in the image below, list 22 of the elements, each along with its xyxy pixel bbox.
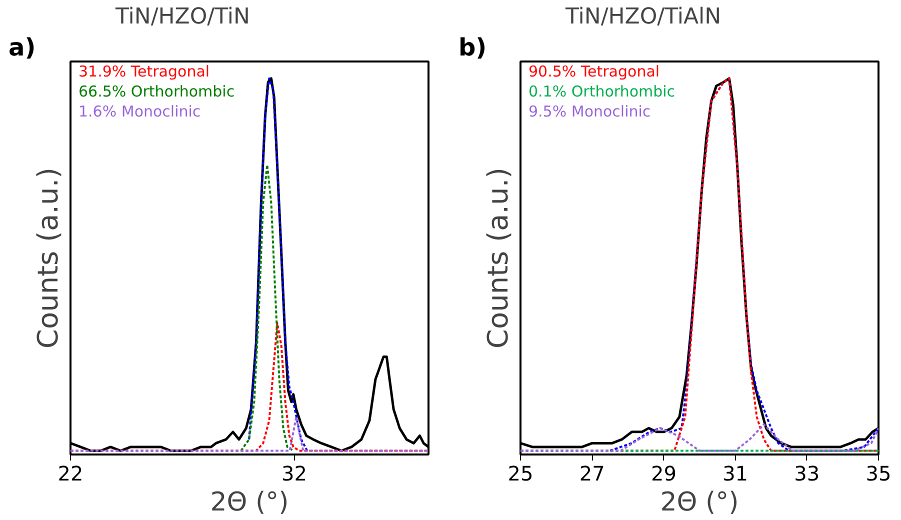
x-tick-label: 25 [508, 462, 534, 486]
text: 31.9% Tetragonal [78, 62, 210, 80]
x-tick-label: 29 [650, 462, 676, 486]
x-tick-label: 31 [722, 462, 748, 486]
x-tick-label: 22 [58, 462, 84, 486]
y-axis-title: Counts (a.u.) [482, 167, 514, 349]
x-axis-title: 2Θ (°) [210, 488, 289, 518]
x-axis-title: 2Θ (°) [660, 488, 739, 518]
text: b) [458, 34, 487, 62]
text: 9.5% Monoclinic [528, 102, 651, 120]
chart-title: TiN/HZO/TiN [114, 4, 250, 30]
y-axis-title: Counts (a.u.) [32, 167, 64, 349]
text: 90.5% Tetragonal [528, 62, 660, 80]
text: a) [8, 34, 36, 62]
text: 66.5% Orthorhombic [78, 82, 235, 100]
x-tick-label: 35 [866, 462, 892, 486]
x-tick-label: 32 [282, 462, 307, 486]
x-tick-label: 27 [579, 462, 605, 486]
text: 0.1% Orthorhombic [528, 82, 676, 100]
chart-title: TiN/HZO/TiAlN [564, 4, 722, 30]
x-tick-label: 33 [794, 462, 820, 486]
text: 1.6% Monoclinic [78, 102, 201, 120]
